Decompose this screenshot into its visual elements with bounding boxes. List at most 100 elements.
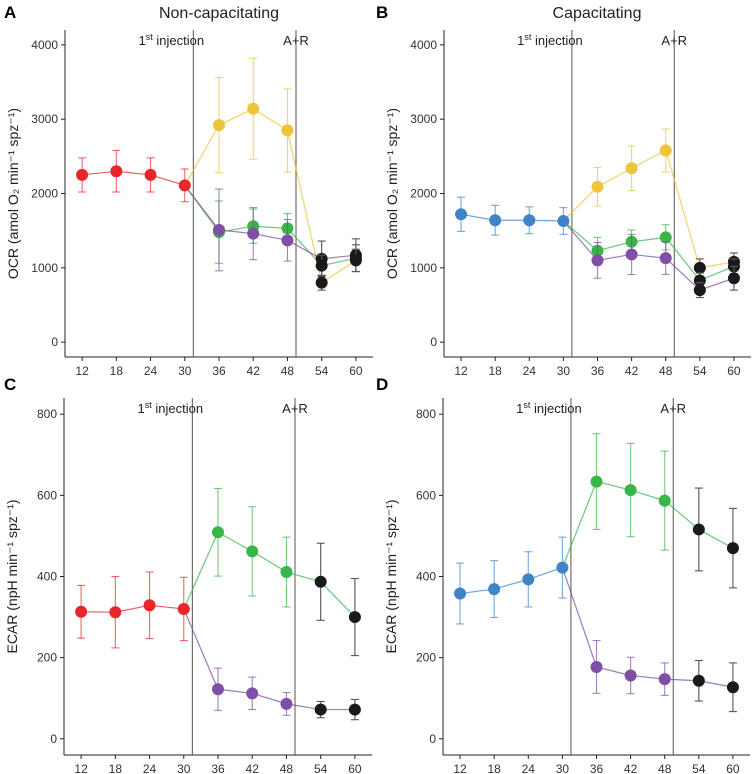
y-tick-label: 0 [51,335,58,349]
x-tick-label: 48 [658,762,672,774]
data-point [281,234,294,247]
data-point [659,252,672,265]
series-line [562,220,735,282]
data-point [693,274,706,287]
y-tick-label: 800 [416,407,436,421]
x-tick-label: 30 [556,762,570,774]
y-tick-label: 400 [416,570,436,584]
data-point [247,102,260,115]
y-axis-title: ECAR (npH min⁻¹ spz⁻¹) [383,499,399,653]
series-line [459,567,563,595]
x-tick-label: 12 [453,762,467,774]
data-point [591,180,604,193]
series-line [81,604,184,613]
panel-letter: D [376,375,388,394]
x-tick-label: 36 [211,762,225,774]
data-point [693,284,706,297]
x-tick-label: 48 [280,762,294,774]
data-point [315,259,328,272]
first-injection-label: 1st injection [139,32,205,48]
data-point [247,227,260,240]
data-point [349,254,362,267]
data-point [556,561,569,574]
data-point [692,674,705,687]
x-tick-label: 24 [144,364,158,378]
panel-letter: C [4,375,16,394]
data-point [348,703,361,716]
y-tick-label: 3000 [31,112,58,126]
x-tick-label: 24 [143,762,157,774]
data-point [692,523,705,536]
series-line [184,184,357,267]
data-point [212,683,224,696]
x-tick-label: 42 [624,762,638,774]
x-tick-label: 18 [110,364,124,378]
panel-c: C 0 200 400 600 800 12 18 24 30 36 42 48 54 60 ECAR (np… [4,375,372,774]
data-point [624,484,637,497]
y-tick-label: 2000 [410,187,437,201]
ar-injection-label: A+R [283,33,309,48]
data-point [658,494,671,507]
x-tick-label: 30 [557,364,571,378]
x-tick-label: 60 [348,762,362,774]
y-tick-label: 400 [37,570,57,584]
x-tick-label: 18 [487,762,501,774]
data-point [212,526,224,539]
y-axis-title: OCR (amol O₂ min⁻¹ spz⁻¹) [5,108,21,279]
y-tick-label: 600 [416,488,436,502]
data-point [75,605,88,618]
data-point [348,611,361,624]
x-tick-label: 30 [177,762,191,774]
data-point [280,566,293,579]
first-injection-label: 1st injection [138,400,204,416]
data-point [557,214,570,227]
y-tick-label: 200 [37,651,57,665]
x-tick-label: 18 [488,364,502,378]
y-tick-label: 0 [429,732,436,746]
first-injection-label: 1st injection [517,32,583,48]
data-point [454,587,467,600]
x-tick-label: 42 [247,364,261,378]
series-line [82,170,185,186]
series-line [184,184,356,260]
data-point [455,208,468,221]
data-point [591,254,604,267]
y-tick-label: 0 [50,732,57,746]
y-tick-label: 1000 [31,261,58,275]
x-tick-label: 30 [178,364,192,378]
data-point [727,272,740,285]
y-axis-title: ECAR (npH min⁻¹ spz⁻¹) [4,499,20,653]
ar-injection-label: A+R [660,401,686,416]
x-tick-label: 42 [246,762,260,774]
data-point [246,687,259,700]
panel-title: Capacitating [553,5,642,22]
x-tick-label: 36 [590,762,604,774]
data-point [590,660,603,673]
data-point [143,599,156,612]
data-point [144,168,157,181]
ar-injection-label: A+R [661,33,687,48]
first-injection-label: 1st injection [516,400,582,416]
data-point [76,168,89,181]
data-point [314,575,327,588]
panel-b: B Capacitating 0 1000 2000 3000 4000 12 18 24 30 36… [376,3,751,378]
x-tick-label: 54 [692,762,706,774]
x-tick-label: 36 [212,364,226,378]
panel-d: D 0 200 400 600 800 12 18 24 30 36 42 48 54 60 ECAR (np… [376,375,750,774]
panel-letter: B [376,3,388,22]
series-line [183,608,355,711]
series-line [562,220,735,291]
panel-a: A Non-capacitating 0 1000 2000 3000 4000 12 18 24… [4,3,373,378]
x-tick-label: 54 [315,364,329,378]
x-tick-label: 48 [659,364,673,378]
series-line [183,531,356,618]
x-tick-label: 54 [693,364,707,378]
data-point [625,248,638,261]
y-tick-label: 200 [416,651,436,665]
data-point [246,545,259,558]
data-point [726,681,739,694]
ar-injection-label: A+R [282,401,308,416]
data-point [522,573,535,586]
data-point [658,673,671,686]
